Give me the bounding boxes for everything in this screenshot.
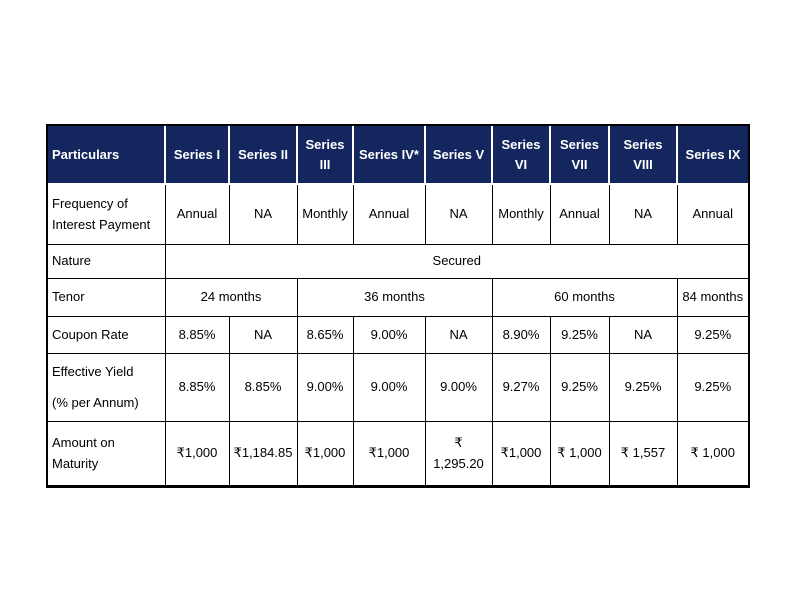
coupon-series-ii: NA [228,316,298,354]
maturity-series-iii: ₹1,000 [296,421,354,485]
yield-series-viii: 9.25% [608,353,678,422]
tenor-36-months: 36 months [296,278,493,317]
maturity-label: Amount on Maturity [48,421,166,485]
yield-series-i: 8.85% [164,353,230,422]
frequency-label: Frequency of Interest Payment [48,183,166,245]
coupon-label: Coupon Rate [48,316,166,354]
frequency-series-viii: NA [608,183,678,245]
frequency-series-i: Annual [164,183,230,245]
header-particulars: Particulars [48,126,166,185]
maturity-series-i: ₹1,000 [164,421,230,485]
header-row: Particulars Series I Series II Series II… [48,126,748,185]
coupon-series-vii: 9.25% [549,316,610,354]
row-nature: Nature Secured [48,244,748,279]
frequency-series-vii: Annual [549,183,610,245]
header-series-iv: Series IV* [352,126,426,185]
frequency-label-line1: Frequency of [52,196,128,212]
yield-label-line1: Effective Yield [52,363,134,379]
frequency-series-ii: NA [228,183,298,245]
frequency-series-v: NA [424,183,493,245]
maturity-series-v: ₹ 1,295.20 [424,421,493,485]
nature-label: Nature [48,244,166,279]
header-series-ix: Series IX [676,126,748,185]
coupon-series-ix: 9.25% [676,316,748,354]
frequency-label-line2: Interest Payment [52,216,151,232]
yield-series-iii: 9.00% [296,353,354,422]
maturity-series-vi: ₹1,000 [491,421,551,485]
tenor-84-months: 84 months [676,278,748,317]
frequency-series-vi: Monthly [491,183,551,245]
maturity-series-ii: ₹1,184.85 [228,421,298,485]
coupon-series-vi: 8.90% [491,316,551,354]
header-series-iii: Series III [296,126,354,185]
coupon-series-viii: NA [608,316,678,354]
row-amount-on-maturity: Amount on Maturity ₹1,000 ₹1,184.85 ₹1,0… [48,421,748,485]
maturity-series-viii: ₹ 1,557 [608,421,678,485]
row-tenor: Tenor 24 months 36 months 60 months 84 m… [48,278,748,317]
tenor-label: Tenor [48,278,166,317]
header-series-ii: Series II [228,126,298,185]
header-series-v: Series V [424,126,493,185]
yield-series-vi: 9.27% [491,353,551,422]
coupon-series-v: NA [424,316,493,354]
maturity-label-line1: Amount on [52,435,115,451]
coupon-series-iv: 9.00% [352,316,426,354]
coupon-series-iii: 8.65% [296,316,354,354]
nature-value: Secured [164,244,748,279]
header-series-i: Series I [164,126,230,185]
yield-label-line2: (% per Annum) [52,395,139,410]
bond-series-table-container: Particulars Series I Series II Series II… [46,124,750,488]
header-series-vi: Series VI [491,126,551,185]
yield-label: Effective Yield (% per Annum) [48,353,166,422]
tenor-60-months: 60 months [491,278,678,317]
yield-series-ix: 9.25% [676,353,748,422]
maturity-series-ix: ₹ 1,000 [676,421,748,485]
frequency-series-iv: Annual [352,183,426,245]
header-series-vii: Series VII [549,126,610,185]
yield-series-vii: 9.25% [549,353,610,422]
row-frequency-of-interest-payment: Frequency of Interest Payment Annual NA … [48,183,748,245]
row-coupon-rate: Coupon Rate 8.85% NA 8.65% 9.00% NA 8.90… [48,316,748,354]
frequency-series-iii: Monthly [296,183,354,245]
bond-series-table: Particulars Series I Series II Series II… [48,126,748,485]
yield-series-iv: 9.00% [352,353,426,422]
yield-series-v: 9.00% [424,353,493,422]
maturity-series-iv: ₹1,000 [352,421,426,485]
coupon-series-i: 8.85% [164,316,230,354]
header-series-viii: Series VIII [608,126,678,185]
maturity-label-line2: Maturity [52,455,99,471]
yield-series-ii: 8.85% [228,353,298,422]
tenor-24-months: 24 months [164,278,298,317]
row-effective-yield: Effective Yield (% per Annum) 8.85% 8.85… [48,353,748,422]
maturity-series-vii: ₹ 1,000 [549,421,610,485]
frequency-series-ix: Annual [676,183,748,245]
